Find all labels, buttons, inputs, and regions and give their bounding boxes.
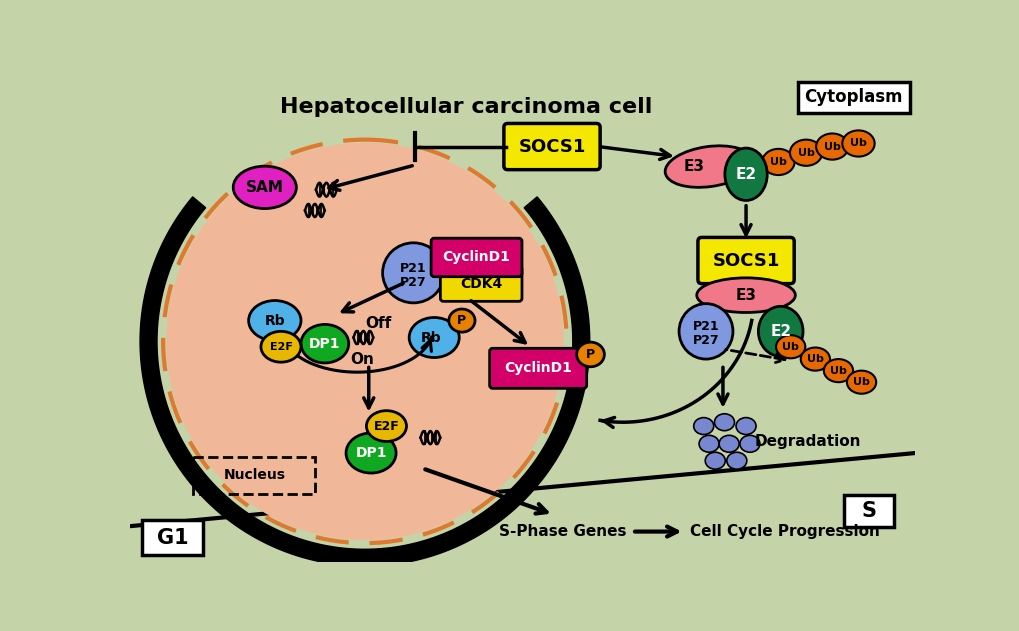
Text: Ub: Ub	[849, 138, 866, 148]
Bar	[844, 495, 894, 527]
Ellipse shape	[704, 452, 725, 469]
Ellipse shape	[696, 278, 795, 312]
Bar	[142, 521, 203, 555]
Ellipse shape	[382, 243, 444, 303]
Circle shape	[166, 143, 564, 540]
FancyBboxPatch shape	[503, 124, 599, 170]
Ellipse shape	[761, 149, 794, 175]
Ellipse shape	[727, 452, 746, 469]
Ellipse shape	[713, 414, 734, 431]
Text: E2F: E2F	[269, 342, 292, 351]
FancyBboxPatch shape	[431, 238, 522, 276]
Text: Ub: Ub	[769, 157, 786, 167]
Ellipse shape	[664, 146, 752, 187]
Text: Off: Off	[365, 316, 390, 331]
FancyBboxPatch shape	[440, 266, 522, 302]
Ellipse shape	[261, 331, 301, 362]
Text: S-Phase Genes: S-Phase Genes	[498, 524, 626, 539]
Text: On: On	[351, 351, 374, 367]
Text: P27: P27	[692, 334, 718, 347]
Ellipse shape	[698, 435, 718, 452]
Text: DP1: DP1	[309, 337, 340, 351]
Text: E2: E2	[735, 167, 756, 182]
Text: Ub: Ub	[823, 141, 840, 151]
Ellipse shape	[758, 306, 802, 357]
Ellipse shape	[233, 166, 297, 208]
Ellipse shape	[301, 324, 348, 363]
Ellipse shape	[409, 317, 459, 358]
Text: Hepatocellular carcinoma cell: Hepatocellular carcinoma cell	[280, 97, 652, 117]
Ellipse shape	[718, 435, 739, 452]
Text: E3: E3	[735, 288, 756, 303]
Text: P: P	[585, 348, 594, 361]
Text: P27: P27	[399, 276, 426, 288]
Text: G1: G1	[157, 528, 189, 548]
Text: Ub: Ub	[782, 342, 798, 351]
Ellipse shape	[789, 139, 821, 166]
Polygon shape	[140, 197, 589, 566]
Ellipse shape	[823, 359, 852, 382]
Text: SOCS1: SOCS1	[711, 252, 779, 269]
Ellipse shape	[775, 335, 805, 358]
Text: CDK4: CDK4	[460, 276, 501, 291]
Text: CyclinD1: CyclinD1	[442, 251, 510, 264]
Ellipse shape	[693, 418, 713, 435]
Text: Ub: Ub	[829, 365, 846, 375]
Bar	[797, 82, 909, 113]
Text: Nucleus: Nucleus	[223, 468, 285, 482]
Text: Rb: Rb	[264, 314, 285, 327]
Ellipse shape	[739, 435, 759, 452]
Text: Cytoplasm: Cytoplasm	[804, 88, 902, 106]
Ellipse shape	[249, 300, 301, 341]
Ellipse shape	[576, 342, 604, 367]
FancyBboxPatch shape	[697, 237, 794, 283]
Ellipse shape	[815, 134, 848, 160]
Text: CyclinD1: CyclinD1	[503, 362, 572, 375]
Ellipse shape	[366, 411, 407, 442]
Text: Cell Cycle Progression: Cell Cycle Progression	[689, 524, 878, 539]
Ellipse shape	[345, 433, 395, 473]
Text: E2F: E2F	[373, 420, 399, 433]
Text: P21: P21	[692, 321, 718, 333]
Text: S: S	[861, 501, 876, 521]
Text: E2: E2	[769, 324, 791, 339]
Text: SOCS1: SOCS1	[518, 138, 585, 156]
Ellipse shape	[448, 309, 475, 332]
Ellipse shape	[800, 348, 829, 370]
Text: P: P	[457, 314, 466, 327]
Text: Ub: Ub	[797, 148, 814, 158]
Ellipse shape	[725, 148, 766, 201]
Text: E3: E3	[683, 159, 703, 174]
Ellipse shape	[842, 131, 873, 156]
Text: Degradation: Degradation	[754, 434, 860, 449]
Ellipse shape	[736, 418, 755, 435]
Ellipse shape	[679, 304, 733, 359]
Text: SAM: SAM	[246, 180, 283, 195]
Text: DP1: DP1	[355, 446, 386, 460]
Text: P21: P21	[399, 262, 426, 276]
FancyBboxPatch shape	[489, 348, 586, 388]
Text: Ub: Ub	[806, 354, 823, 364]
Ellipse shape	[846, 370, 875, 394]
Text: Rb: Rb	[421, 331, 441, 345]
Text: Ub: Ub	[852, 377, 869, 387]
